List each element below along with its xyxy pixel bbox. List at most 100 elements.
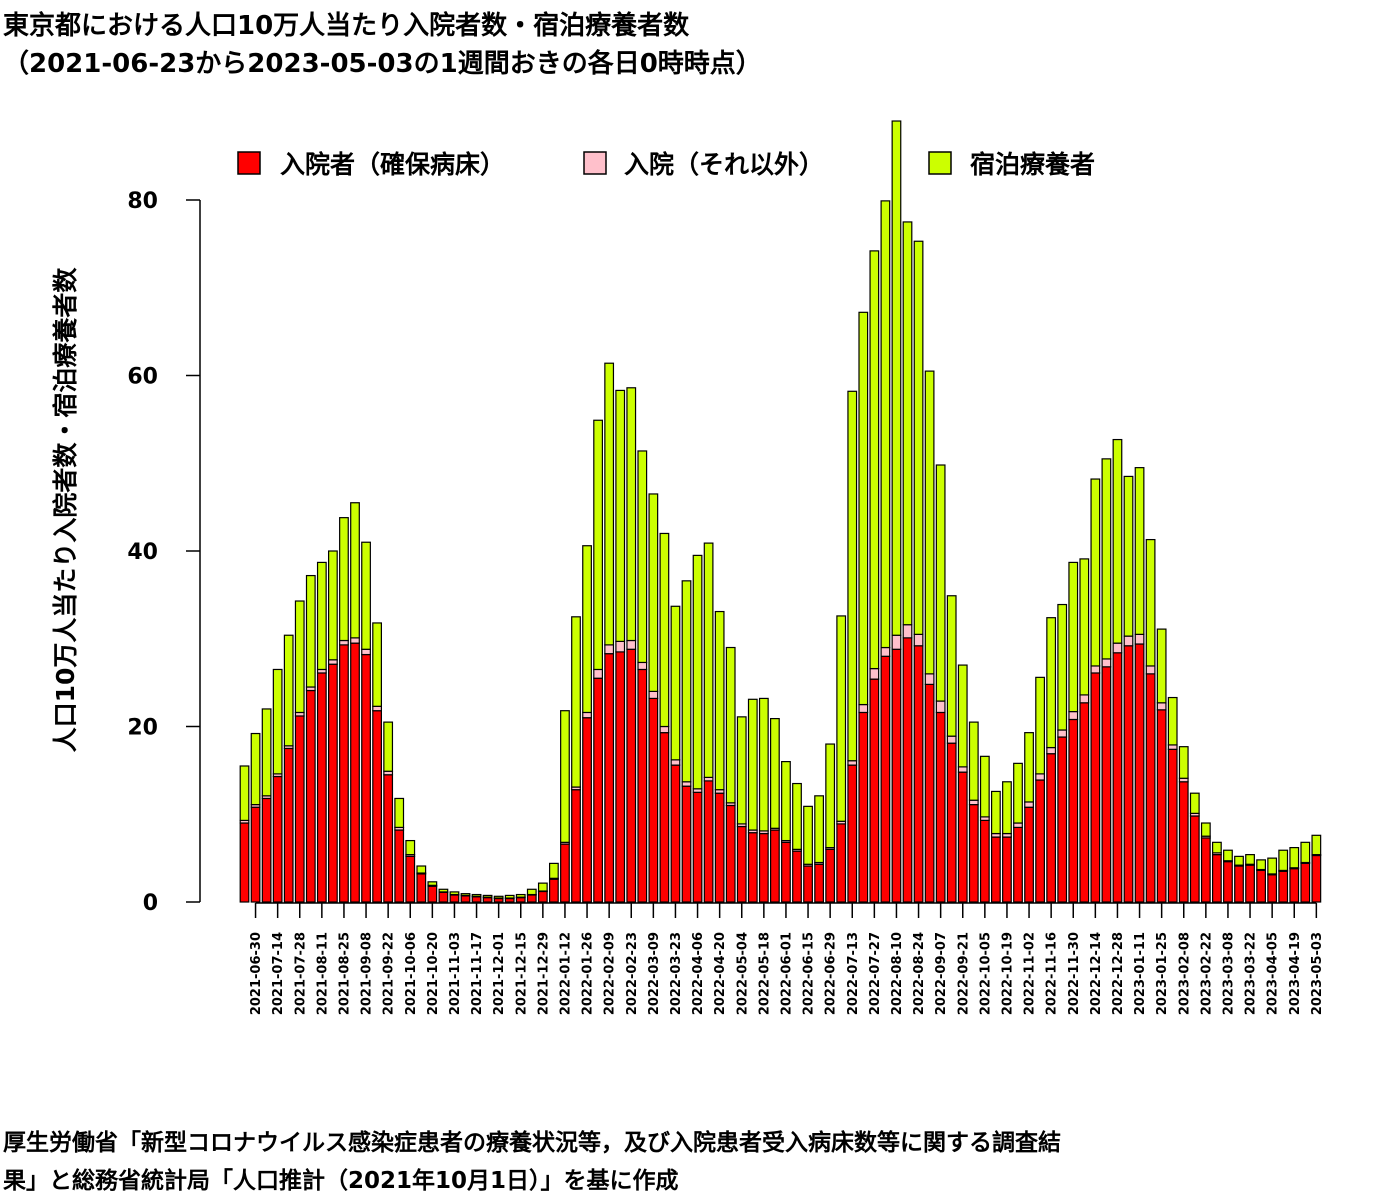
bar-segment-hotel <box>416 865 427 874</box>
bar-segment-hospital-secured <box>1090 672 1101 903</box>
bar-segment-hospital-other <box>968 799 979 806</box>
legend-label-hospital-other: 入院（それ以外） <box>624 150 824 179</box>
bar-segment-hospital-secured <box>703 780 714 903</box>
bar-stack <box>1068 561 1079 903</box>
bar-segment-hotel <box>504 894 515 899</box>
bar-stack <box>560 710 570 903</box>
x-tick-label: 2023-02-08 <box>1177 932 1192 1015</box>
bar-stack <box>1167 696 1178 903</box>
bar-segment-hotel <box>537 882 548 892</box>
x-tick-label: 2021-07-14 <box>271 932 286 1015</box>
bar-segment-hotel <box>1145 538 1156 667</box>
bar-stack <box>736 716 747 903</box>
bar-segment-hotel <box>659 532 670 728</box>
x-tick-label: 2023-04-19 <box>1288 932 1303 1015</box>
bar-segment-hospital-other <box>1035 773 1046 781</box>
bar-stack <box>328 550 338 903</box>
bar-segment-hospital-secured <box>968 803 979 903</box>
bar-segment-hospital-other <box>681 781 692 787</box>
bar-segment-hotel <box>1200 822 1211 837</box>
bar-segment-hotel <box>637 450 648 664</box>
bar-segment-hospital-secured <box>482 897 493 903</box>
bar-segment-hospital-secured <box>571 789 581 903</box>
x-tick-label: 2022-06-29 <box>824 932 839 1015</box>
bar-stack <box>427 881 438 903</box>
bar-segment-hospital-other <box>858 703 869 714</box>
bar-segment-hospital-other <box>328 659 338 665</box>
bar-segment-hospital-other <box>1167 744 1178 750</box>
bar-segment-hospital-other <box>659 725 670 734</box>
x-tick-label: 2022-10-05 <box>978 932 993 1015</box>
bar-segment-hotel <box>725 646 736 804</box>
bar-segment-hospital-secured <box>869 678 880 903</box>
bar-segment-hotel <box>482 894 493 898</box>
bar-segment-hospital-secured <box>935 711 946 903</box>
bar-segment-hotel <box>869 250 880 670</box>
bar-segment-hospital-secured <box>283 747 294 903</box>
bar-segment-hospital-secured <box>372 710 382 903</box>
bar-segment-hospital-other <box>648 690 659 700</box>
bar-segment-hotel <box>935 464 946 702</box>
x-tick-label: 2021-10-20 <box>426 932 441 1015</box>
bar-segment-hotel <box>493 895 504 899</box>
x-tick-label: 2022-05-18 <box>757 932 772 1015</box>
x-tick-label: 2022-04-06 <box>691 932 706 1015</box>
x-tick-label: 2022-10-19 <box>1000 932 1015 1015</box>
bar-segment-hospital-secured <box>1211 854 1222 903</box>
bar-stack <box>692 554 703 903</box>
bar-segment-hospital-secured <box>648 697 659 903</box>
bar-stack <box>449 891 460 903</box>
bar-stack <box>792 782 802 903</box>
bar-segment-hospital-secured <box>294 715 305 903</box>
x-tick-label: 2022-11-02 <box>1023 932 1038 1015</box>
bar-segment-hospital-other <box>1123 635 1134 647</box>
bar-segment-hospital-other <box>1057 729 1068 738</box>
x-tick-label: 2022-09-21 <box>956 932 971 1015</box>
bar-segment-hospital-secured <box>902 637 913 903</box>
bar-stack <box>626 387 637 903</box>
bar-segment-hotel <box>283 634 294 747</box>
bar-segment-hospital-secured <box>1256 869 1267 903</box>
bar-segment-hospital-other <box>1145 665 1156 675</box>
bar-segment-hospital-secured <box>758 832 769 903</box>
bar-segment-hospital-secured <box>1234 865 1244 903</box>
bar-stack <box>504 894 515 903</box>
bar-stack <box>526 888 537 903</box>
bar-segment-hospital-secured <box>681 785 692 903</box>
x-tick-label: 2022-12-28 <box>1111 932 1126 1015</box>
bar-stack <box>339 517 349 903</box>
bar-segment-hotel <box>548 862 559 879</box>
x-tick-label: 2023-05-03 <box>1310 932 1325 1015</box>
bar-segment-hospital-other <box>626 639 637 650</box>
bar-segment-hospital-other <box>372 705 382 712</box>
bar-segment-hospital-secured <box>416 873 427 903</box>
bar-segment-hospital-secured <box>880 655 891 903</box>
bar-segment-hospital-secured <box>593 677 603 903</box>
bar-segment-hotel <box>1223 849 1233 862</box>
bar-segment-hospital-secured <box>1079 702 1090 903</box>
bar-stack <box>979 755 990 903</box>
bar-segment-hotel <box>1211 841 1222 854</box>
x-tick-label: 2021-07-28 <box>293 932 308 1015</box>
bar-segment-hotel <box>438 888 449 893</box>
bar-segment-hotel <box>769 717 780 829</box>
bar-segment-hotel <box>1278 849 1289 872</box>
bar-segment-hospital-secured <box>1189 815 1200 903</box>
bar-segment-hospital-secured <box>449 894 460 903</box>
bar-segment-hospital-secured <box>328 663 338 903</box>
x-tick-label: 2023-01-25 <box>1155 932 1170 1015</box>
bar-stack <box>1311 834 1322 903</box>
bar-segment-hospital-secured <box>979 819 990 903</box>
bar-segment-hospital-other <box>1046 746 1057 755</box>
bar-segment-hotel <box>261 708 272 797</box>
bar-stack <box>283 634 294 903</box>
bar-segment-hospital-secured <box>383 774 394 903</box>
x-tick-label: 2021-11-17 <box>470 932 485 1015</box>
bar-segment-hotel <box>1002 781 1012 835</box>
bar-segment-hospital-secured <box>316 672 327 903</box>
bar-stack <box>1223 849 1233 903</box>
x-tick-label: 2022-03-23 <box>669 932 684 1015</box>
bar-segment-hospital-secured <box>659 732 670 903</box>
bar-segment-hotel <box>1079 558 1090 696</box>
x-tick-label: 2021-09-08 <box>360 932 375 1015</box>
